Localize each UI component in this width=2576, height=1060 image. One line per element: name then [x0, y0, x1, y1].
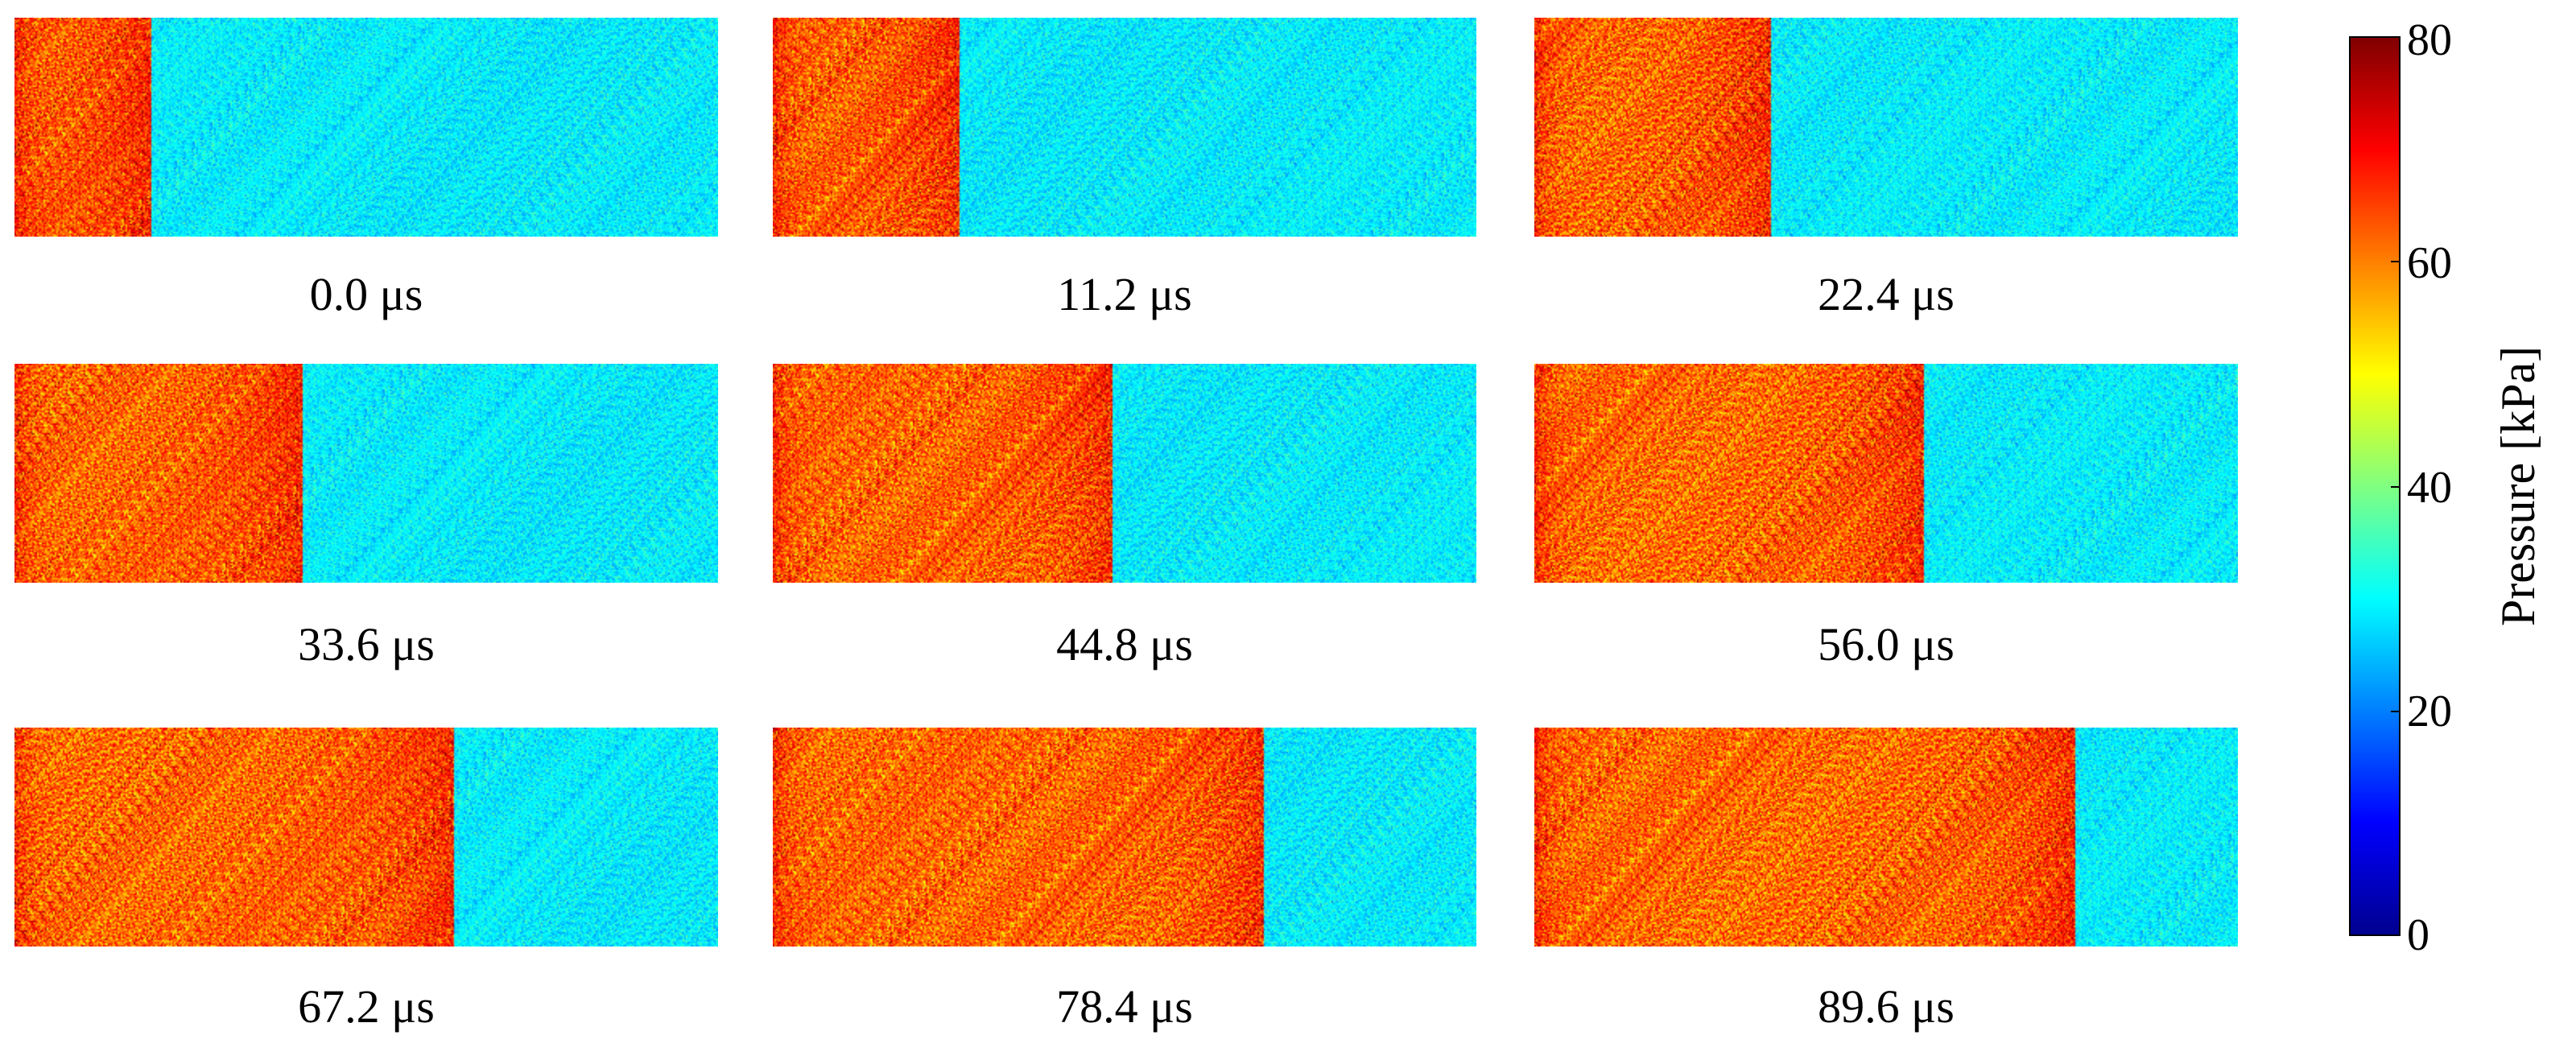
colorbar-tick-label: 0	[2407, 910, 2429, 960]
colorbar-tick-label: 20	[2407, 687, 2452, 736]
pressure-field-image	[1534, 18, 2238, 237]
pressure-panel-34us	[14, 364, 718, 583]
colorbar-tick-label: 40	[2407, 463, 2452, 513]
time-label: 78.4 μs	[1056, 980, 1193, 1033]
pressure-field-image	[773, 18, 1476, 237]
time-label: 56.0 μs	[1818, 618, 1955, 670]
pressure-field-image	[14, 18, 718, 237]
pressure-field-image	[14, 364, 718, 583]
pressure-panel-67us	[14, 728, 718, 947]
colorbar-tick-mark	[2391, 36, 2401, 38]
pressure-panel-78us	[773, 728, 1476, 947]
time-label: 22.4 μs	[1818, 268, 1955, 320]
pressure-field-image	[14, 728, 718, 947]
colorbar-tick-label: 60	[2407, 238, 2452, 288]
time-label: 0.0 μs	[309, 268, 423, 320]
colorbar-axis-label: Pressure [kPa]	[2491, 345, 2545, 627]
colorbar-tick-mark	[2391, 934, 2401, 936]
pressure-panel-22us	[1534, 18, 2238, 237]
pressure-field-image	[773, 364, 1476, 583]
pressure-field-image	[1534, 728, 2238, 947]
pressure-panel-56us	[1534, 364, 2238, 583]
pressure-field-image	[1534, 364, 2238, 583]
time-label: 44.8 μs	[1056, 618, 1193, 670]
pressure-panel-45us	[773, 364, 1476, 583]
time-label: 33.6 μs	[298, 618, 435, 670]
time-label: 11.2 μs	[1057, 268, 1192, 320]
colorbar-tick-mark	[2391, 261, 2401, 262]
pressure-panel-0us	[14, 18, 718, 237]
pressure-field-image	[773, 728, 1476, 947]
colorbar-tick-label: 80	[2407, 15, 2452, 65]
colorbar-tick-mark	[2391, 486, 2401, 488]
time-label: 67.2 μs	[298, 980, 435, 1033]
colorbar-tick-mark	[2391, 711, 2401, 712]
pressure-panel-90us	[1534, 728, 2238, 947]
pressure-panel-11us	[773, 18, 1476, 237]
time-label: 89.6 μs	[1818, 980, 1955, 1033]
